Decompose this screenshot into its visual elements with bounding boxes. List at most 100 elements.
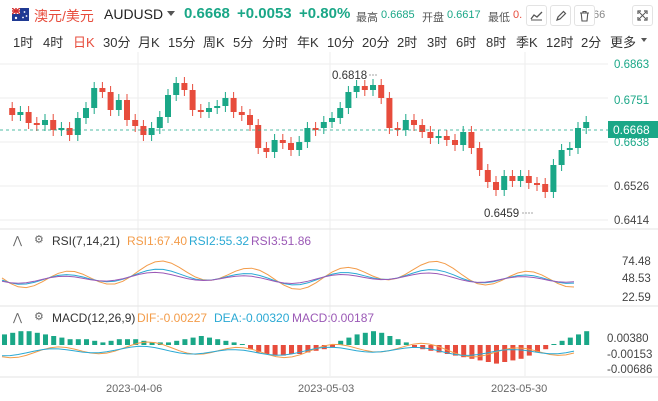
period-day[interactable]: 日K [73,35,95,50]
macd-bar [551,344,557,345]
candle-body [230,98,237,112]
macd-title: MACD(12,26,9) [52,311,136,325]
low-annotation: 0.6459 [484,208,519,220]
candle-body [353,86,360,92]
candle-body [107,92,114,110]
period-20m[interactable]: 20分 [362,35,390,50]
period-1h[interactable]: 1时 [13,35,34,50]
macd-bar [59,337,65,345]
candle-body [214,106,221,108]
macd-bar [510,345,516,361]
candle-body [148,128,155,135]
period-selector: 1时 4时 日K 30分 月K 15分 周K 5分 分时 年K 10分 20分 … [0,30,658,50]
collapse-macd-icon[interactable]: ⋀ [13,312,23,324]
macd-bar [567,337,573,345]
rsi-tick: 74.48 [622,256,651,268]
candle-body [452,140,458,145]
candle-body [271,140,278,152]
candle-body [542,184,549,192]
macd-tick: -0.00686 [607,364,652,376]
period-10m[interactable]: 10分 [327,35,355,50]
candle-body [419,125,426,132]
macd-bar [289,345,294,354]
macd-bar [198,336,204,345]
more-caret-icon[interactable] [641,38,647,42]
period-year[interactable]: 年K [297,35,319,50]
macd-settings-gear-icon[interactable]: ⚙ [34,311,44,323]
candle-body [9,108,16,115]
candle-body [501,176,508,190]
period-2h[interactable]: 2时 [397,35,418,50]
candle-body [17,112,24,115]
macd-bar [43,334,48,345]
period-week[interactable]: 周K [203,35,225,50]
dea-label: DEA:-0.00320 [214,311,290,325]
period-8h[interactable]: 8时 [486,35,507,50]
macd-bar [543,345,549,350]
macd-bar [2,334,7,345]
macd-bar [420,345,426,350]
macd-bar [231,342,237,345]
macd-bar [272,345,278,356]
macd-bar [116,339,122,345]
candle-body [74,118,81,135]
symbol-code[interactable]: AUDUSD [104,6,164,22]
price-change: +0.0053 [237,5,292,22]
candle-body [304,128,311,142]
macd-bar [477,345,483,361]
macd-bar [149,342,155,345]
macd-bar [395,339,401,345]
period-month[interactable]: 月K [138,35,160,50]
macd-bar [502,345,508,362]
period-4h[interactable]: 4时 [43,35,64,50]
trash-icon[interactable] [574,5,595,26]
price-tick: 0.6638 [614,137,649,149]
collapse-rsi-icon[interactable]: ⋀ [13,235,23,247]
macd-bar [436,345,442,353]
macd-bar [485,345,491,362]
macd-bar [387,336,393,345]
macd-bar [34,332,40,345]
period-2m[interactable]: 2分 [581,35,602,50]
macd-bar [207,337,212,345]
symbol-name-cn[interactable]: 澳元/美元 [34,8,94,24]
open-label: 开盘 [422,12,444,24]
indicator-icon[interactable] [526,5,547,26]
candle-body [288,143,294,150]
candle-body [115,100,122,110]
period-15m[interactable]: 15分 [168,35,196,50]
period-30m[interactable]: 30分 [103,35,131,50]
period-quarter[interactable]: 季K [516,35,538,50]
expand-icon[interactable] [632,5,653,26]
period-3h[interactable]: 3时 [427,35,448,50]
more-periods-button[interactable]: 更多 [610,35,637,50]
hidden-stat-tail: 66 [593,9,606,21]
candle-body [329,118,335,122]
macd-tick: 0.00380 [607,333,649,345]
macd-bar [371,331,376,345]
period-5m[interactable]: 5分 [233,35,254,50]
candle-body [517,176,524,181]
draw-pencil-icon[interactable] [550,5,571,26]
macd-bar [280,345,286,356]
period-12h[interactable]: 12时 [546,35,574,50]
macd-bar [190,337,196,345]
symbol-dropdown-caret-icon[interactable] [167,11,175,16]
price-tick: 0.6414 [614,215,650,227]
macd-bar [223,340,229,345]
date-label: 2023-04-06 [106,383,162,395]
rsi-settings-gear-icon[interactable]: ⚙ [34,234,44,246]
macd-bar [346,337,352,345]
macd-bar [256,345,262,353]
date-label: 2023-05-30 [491,383,547,395]
period-timeshare[interactable]: 分时 [262,35,289,50]
period-6h[interactable]: 6时 [456,35,477,50]
macd-bar [18,331,24,345]
candle-body [566,148,573,150]
macd-bar [125,339,130,345]
price-tick: 0.6526 [614,181,649,193]
dif-line [1,341,575,359]
candle-body [509,176,516,181]
rsi-tick: 48.53 [622,273,651,285]
